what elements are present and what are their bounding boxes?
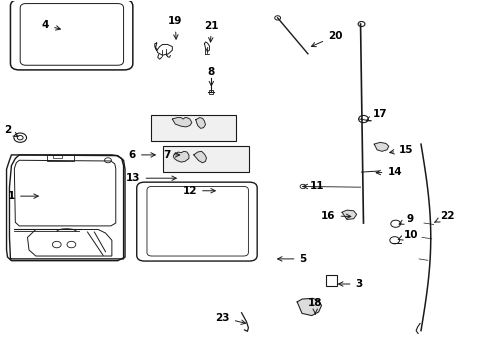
Text: 7: 7: [163, 150, 179, 160]
Text: 22: 22: [434, 211, 454, 222]
Polygon shape: [341, 210, 356, 220]
Text: 6: 6: [128, 150, 155, 160]
Text: 13: 13: [126, 173, 176, 183]
Polygon shape: [373, 142, 388, 151]
Polygon shape: [297, 298, 321, 316]
Text: 17: 17: [366, 109, 386, 121]
Text: 8: 8: [207, 67, 215, 86]
Text: 23: 23: [215, 313, 245, 324]
Text: 2: 2: [4, 125, 18, 137]
Text: 11: 11: [303, 181, 323, 192]
Text: 21: 21: [203, 21, 218, 42]
Text: 10: 10: [397, 230, 418, 240]
Text: 16: 16: [321, 211, 350, 221]
Text: 19: 19: [168, 17, 182, 39]
Text: 5: 5: [277, 254, 306, 264]
Polygon shape: [173, 151, 188, 162]
Polygon shape: [195, 118, 205, 129]
Text: 20: 20: [311, 31, 342, 47]
Polygon shape: [172, 118, 191, 127]
Text: 3: 3: [338, 279, 362, 289]
Bar: [209, 90, 213, 94]
Bar: [326, 275, 336, 286]
Bar: [47, 154, 74, 161]
Polygon shape: [193, 151, 206, 163]
Text: 15: 15: [389, 145, 413, 155]
Text: 14: 14: [375, 167, 401, 177]
Bar: [53, 155, 62, 158]
Bar: [151, 115, 236, 140]
Bar: [162, 145, 249, 172]
Text: 1: 1: [8, 191, 38, 201]
Text: 18: 18: [307, 298, 322, 314]
Text: 12: 12: [182, 186, 215, 196]
Text: 9: 9: [398, 214, 413, 224]
Text: 4: 4: [42, 20, 60, 30]
